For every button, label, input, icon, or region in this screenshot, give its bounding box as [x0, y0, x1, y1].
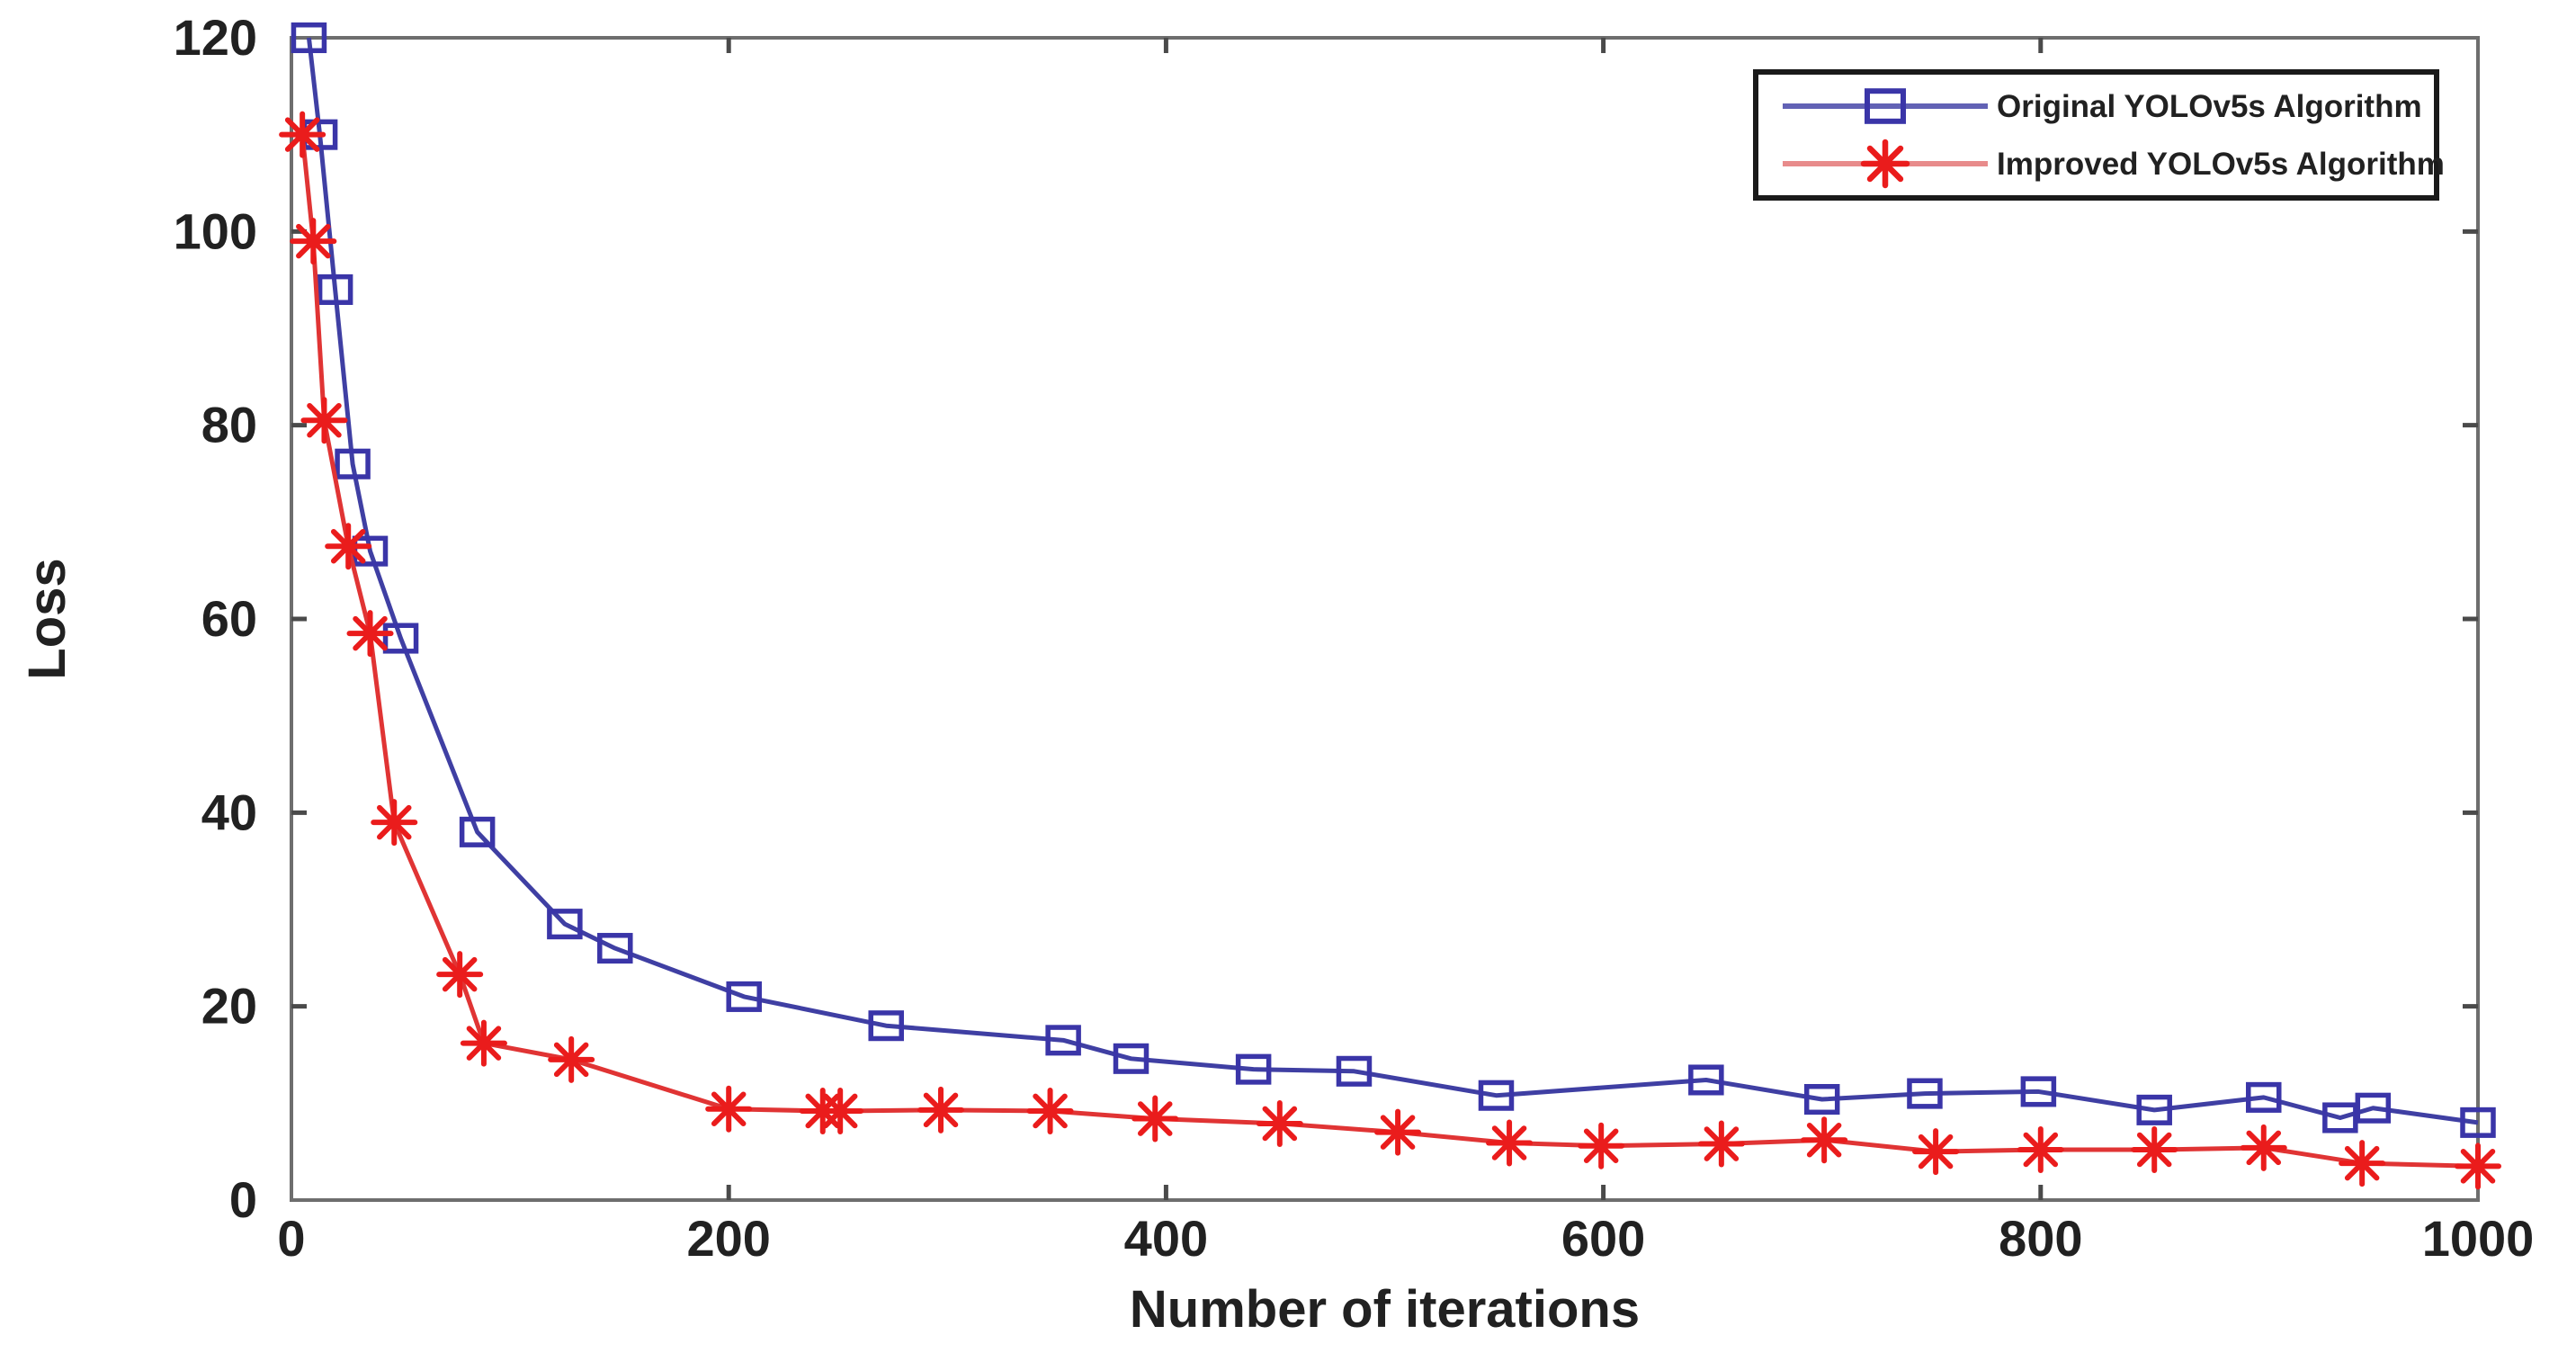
star-marker	[705, 1085, 753, 1133]
square-marker	[1235, 1053, 1272, 1085]
square-marker	[868, 1010, 904, 1042]
star-marker	[2240, 1124, 2287, 1171]
star-marker	[371, 799, 418, 847]
square-marker	[335, 448, 371, 479]
star-marker	[325, 523, 372, 570]
legend-item-original-yolov5s-algorithm-label: Original YOLOv5s Algorithm	[1997, 89, 2422, 124]
square-marker	[1045, 1025, 1081, 1056]
series-original-yolov5s-algorithm	[306, 37, 2479, 1125]
star-marker	[1697, 1120, 1745, 1168]
star-marker	[460, 1019, 507, 1067]
star-marker	[2131, 1126, 2178, 1174]
star-marker	[1256, 1099, 1303, 1147]
y-axis-title: Loss	[18, 558, 76, 679]
y-tick-label: 60	[201, 590, 257, 647]
square-marker	[2136, 1094, 2172, 1125]
square-marker	[2246, 1081, 2282, 1113]
square-marker	[1113, 1043, 1149, 1074]
star-marker	[436, 951, 484, 999]
star-marker	[300, 397, 348, 444]
star-marker	[1486, 1119, 1534, 1167]
square-marker	[2355, 1092, 2392, 1124]
star-marker	[917, 1086, 965, 1134]
y-tick-label: 80	[201, 397, 257, 453]
square-marker	[2460, 1107, 2496, 1138]
star-marker	[290, 218, 337, 265]
square-marker	[726, 981, 762, 1012]
x-tick-label: 600	[1561, 1210, 1645, 1267]
square-marker	[1803, 1083, 1840, 1116]
square-marker	[1688, 1064, 1724, 1096]
y-tick-label: 120	[174, 9, 257, 66]
series-original-yolov5s-algorithm-line	[306, 37, 2479, 1125]
x-tick-label: 400	[1124, 1210, 1208, 1267]
star-marker	[1026, 1087, 1074, 1134]
square-marker	[291, 22, 327, 54]
y-tick-label: 100	[174, 202, 257, 259]
star-marker	[1801, 1116, 1848, 1164]
square-marker	[1336, 1055, 1373, 1087]
star-marker	[1131, 1095, 1179, 1142]
square-marker	[1907, 1078, 1943, 1109]
square-marker	[2020, 1076, 2057, 1107]
series-improved-yolov5s-algorithm	[300, 134, 2479, 1169]
star-marker	[1860, 139, 1910, 189]
star-marker	[1578, 1122, 1625, 1169]
star-marker	[346, 610, 394, 658]
square-marker	[1865, 88, 1906, 124]
star-marker	[2339, 1140, 2386, 1187]
x-tick-label: 1000	[2422, 1210, 2535, 1267]
y-tick-label: 20	[201, 978, 257, 1035]
y-tick-label: 0	[229, 1171, 257, 1228]
star-marker	[817, 1087, 864, 1134]
square-marker	[1478, 1080, 1515, 1111]
x-tick-label: 800	[1999, 1210, 2082, 1267]
star-marker	[2455, 1142, 2501, 1190]
square-marker	[382, 623, 419, 654]
square-marker	[317, 273, 353, 305]
x-axis-title: Number of iterations	[1130, 1280, 1640, 1339]
square-marker	[459, 816, 496, 847]
star-marker	[2017, 1126, 2064, 1174]
y-tick-label: 40	[201, 784, 257, 840]
star-marker	[1912, 1128, 1960, 1176]
star-marker	[1374, 1108, 1422, 1156]
star-marker	[279, 111, 326, 158]
x-tick-label: 200	[686, 1210, 770, 1267]
x-tick-label: 0	[277, 1210, 305, 1267]
series-improved-yolov5s-algorithm-line	[300, 134, 2479, 1169]
square-marker	[597, 933, 633, 964]
plot-frame	[290, 36, 2480, 1202]
square-marker	[547, 909, 583, 940]
star-marker	[548, 1035, 595, 1083]
legend-item-improved-yolov5s-algorithm-label: Improved YOLOv5s Algorithm	[1997, 147, 2445, 182]
